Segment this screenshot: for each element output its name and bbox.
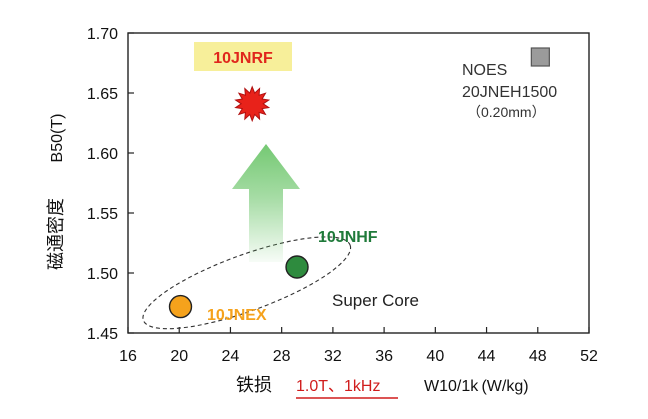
plot-frame	[127, 32, 590, 334]
x-tick-label: 36	[375, 348, 393, 365]
annotations: Super Core 10JNRF 10JNHF 10JNEX NOES 20JNEH15…	[142, 42, 557, 330]
improvement-arrow	[232, 144, 300, 262]
x-axis-title-condition: 1.0T、1kHz	[296, 378, 380, 395]
super-core-group-outline	[142, 236, 352, 330]
x-tick-label: 40	[426, 348, 444, 365]
plot-border	[127, 32, 590, 334]
label-10jnhf: 10JNHF	[318, 229, 378, 246]
label-noes: NOES	[462, 62, 507, 79]
x-axis-ticks: 16 20 24 28 32 36 40 44 48 52	[119, 327, 598, 365]
y-tick-label: 1.55	[87, 206, 118, 223]
x-tick-label: 52	[580, 348, 598, 365]
x-tick-label: 20	[170, 348, 188, 365]
x-axis-title-prefix: 铁损	[236, 375, 272, 395]
y-axis-title-main: 磁通密度	[46, 198, 66, 270]
y-tick-label: 1.50	[87, 266, 118, 283]
data-markers	[168, 47, 550, 319]
marker-10jnex	[168, 294, 193, 319]
x-tick-label: 28	[273, 348, 291, 365]
label-10jnrf: 10JNRF	[213, 50, 273, 67]
y-axis-title-symbol: B50(T)	[49, 114, 66, 163]
x-tick-label: 24	[222, 348, 240, 365]
x-axis-title-unit: W10/1k (W/kg)	[424, 378, 529, 395]
marker-noes	[530, 47, 550, 67]
label-noes-grade: 20JNEH1500	[462, 84, 557, 101]
y-tick-label: 1.60	[87, 146, 118, 163]
y-tick-label: 1.70	[87, 26, 118, 43]
label-noes-thickness: （0.20mm）	[467, 104, 546, 120]
label-10jnex: 10JNEX	[207, 307, 267, 324]
label-box-10jnrf	[194, 42, 292, 71]
super-core-label: Super Core	[332, 291, 419, 310]
x-tick-label: 44	[478, 348, 496, 365]
y-tick-label: 1.65	[87, 86, 118, 103]
x-tick-label: 48	[529, 348, 547, 365]
x-tick-label: 16	[119, 348, 137, 365]
y-tick-label: 1.45	[87, 326, 118, 343]
marker-10jnhf	[285, 255, 309, 279]
marker-10jnrf	[234, 85, 271, 123]
y-axis-ticks: 1.45 1.50 1.55 1.60 1.65 1.70	[87, 26, 134, 343]
x-tick-label: 32	[324, 348, 342, 365]
